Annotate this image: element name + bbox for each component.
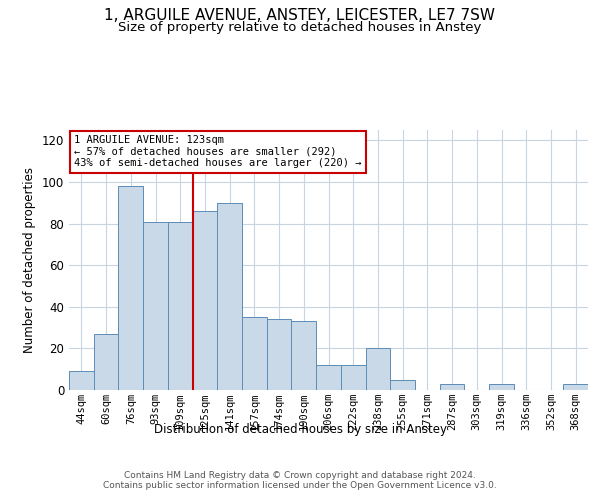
Bar — [69, 372, 94, 390]
Text: 1, ARGUILE AVENUE, ANSTEY, LEICESTER, LE7 7SW: 1, ARGUILE AVENUE, ANSTEY, LEICESTER, LE… — [104, 8, 496, 22]
Text: Size of property relative to detached houses in Anstey: Size of property relative to detached ho… — [118, 21, 482, 34]
Bar — [440, 384, 464, 390]
Text: 1 ARGUILE AVENUE: 123sqm
← 57% of detached houses are smaller (292)
43% of semi-: 1 ARGUILE AVENUE: 123sqm ← 57% of detach… — [74, 135, 362, 168]
Bar — [118, 186, 143, 390]
Bar — [242, 317, 267, 390]
Bar — [489, 384, 514, 390]
Bar — [341, 365, 365, 390]
Bar — [217, 203, 242, 390]
Text: Distribution of detached houses by size in Anstey: Distribution of detached houses by size … — [154, 422, 446, 436]
Bar — [365, 348, 390, 390]
Bar — [390, 380, 415, 390]
Bar — [292, 322, 316, 390]
Bar — [267, 320, 292, 390]
Bar — [143, 222, 168, 390]
Y-axis label: Number of detached properties: Number of detached properties — [23, 167, 36, 353]
Bar — [316, 365, 341, 390]
Text: Contains HM Land Registry data © Crown copyright and database right 2024.
Contai: Contains HM Land Registry data © Crown c… — [103, 470, 497, 490]
Bar — [563, 384, 588, 390]
Bar — [193, 211, 217, 390]
Bar — [94, 334, 118, 390]
Bar — [168, 222, 193, 390]
